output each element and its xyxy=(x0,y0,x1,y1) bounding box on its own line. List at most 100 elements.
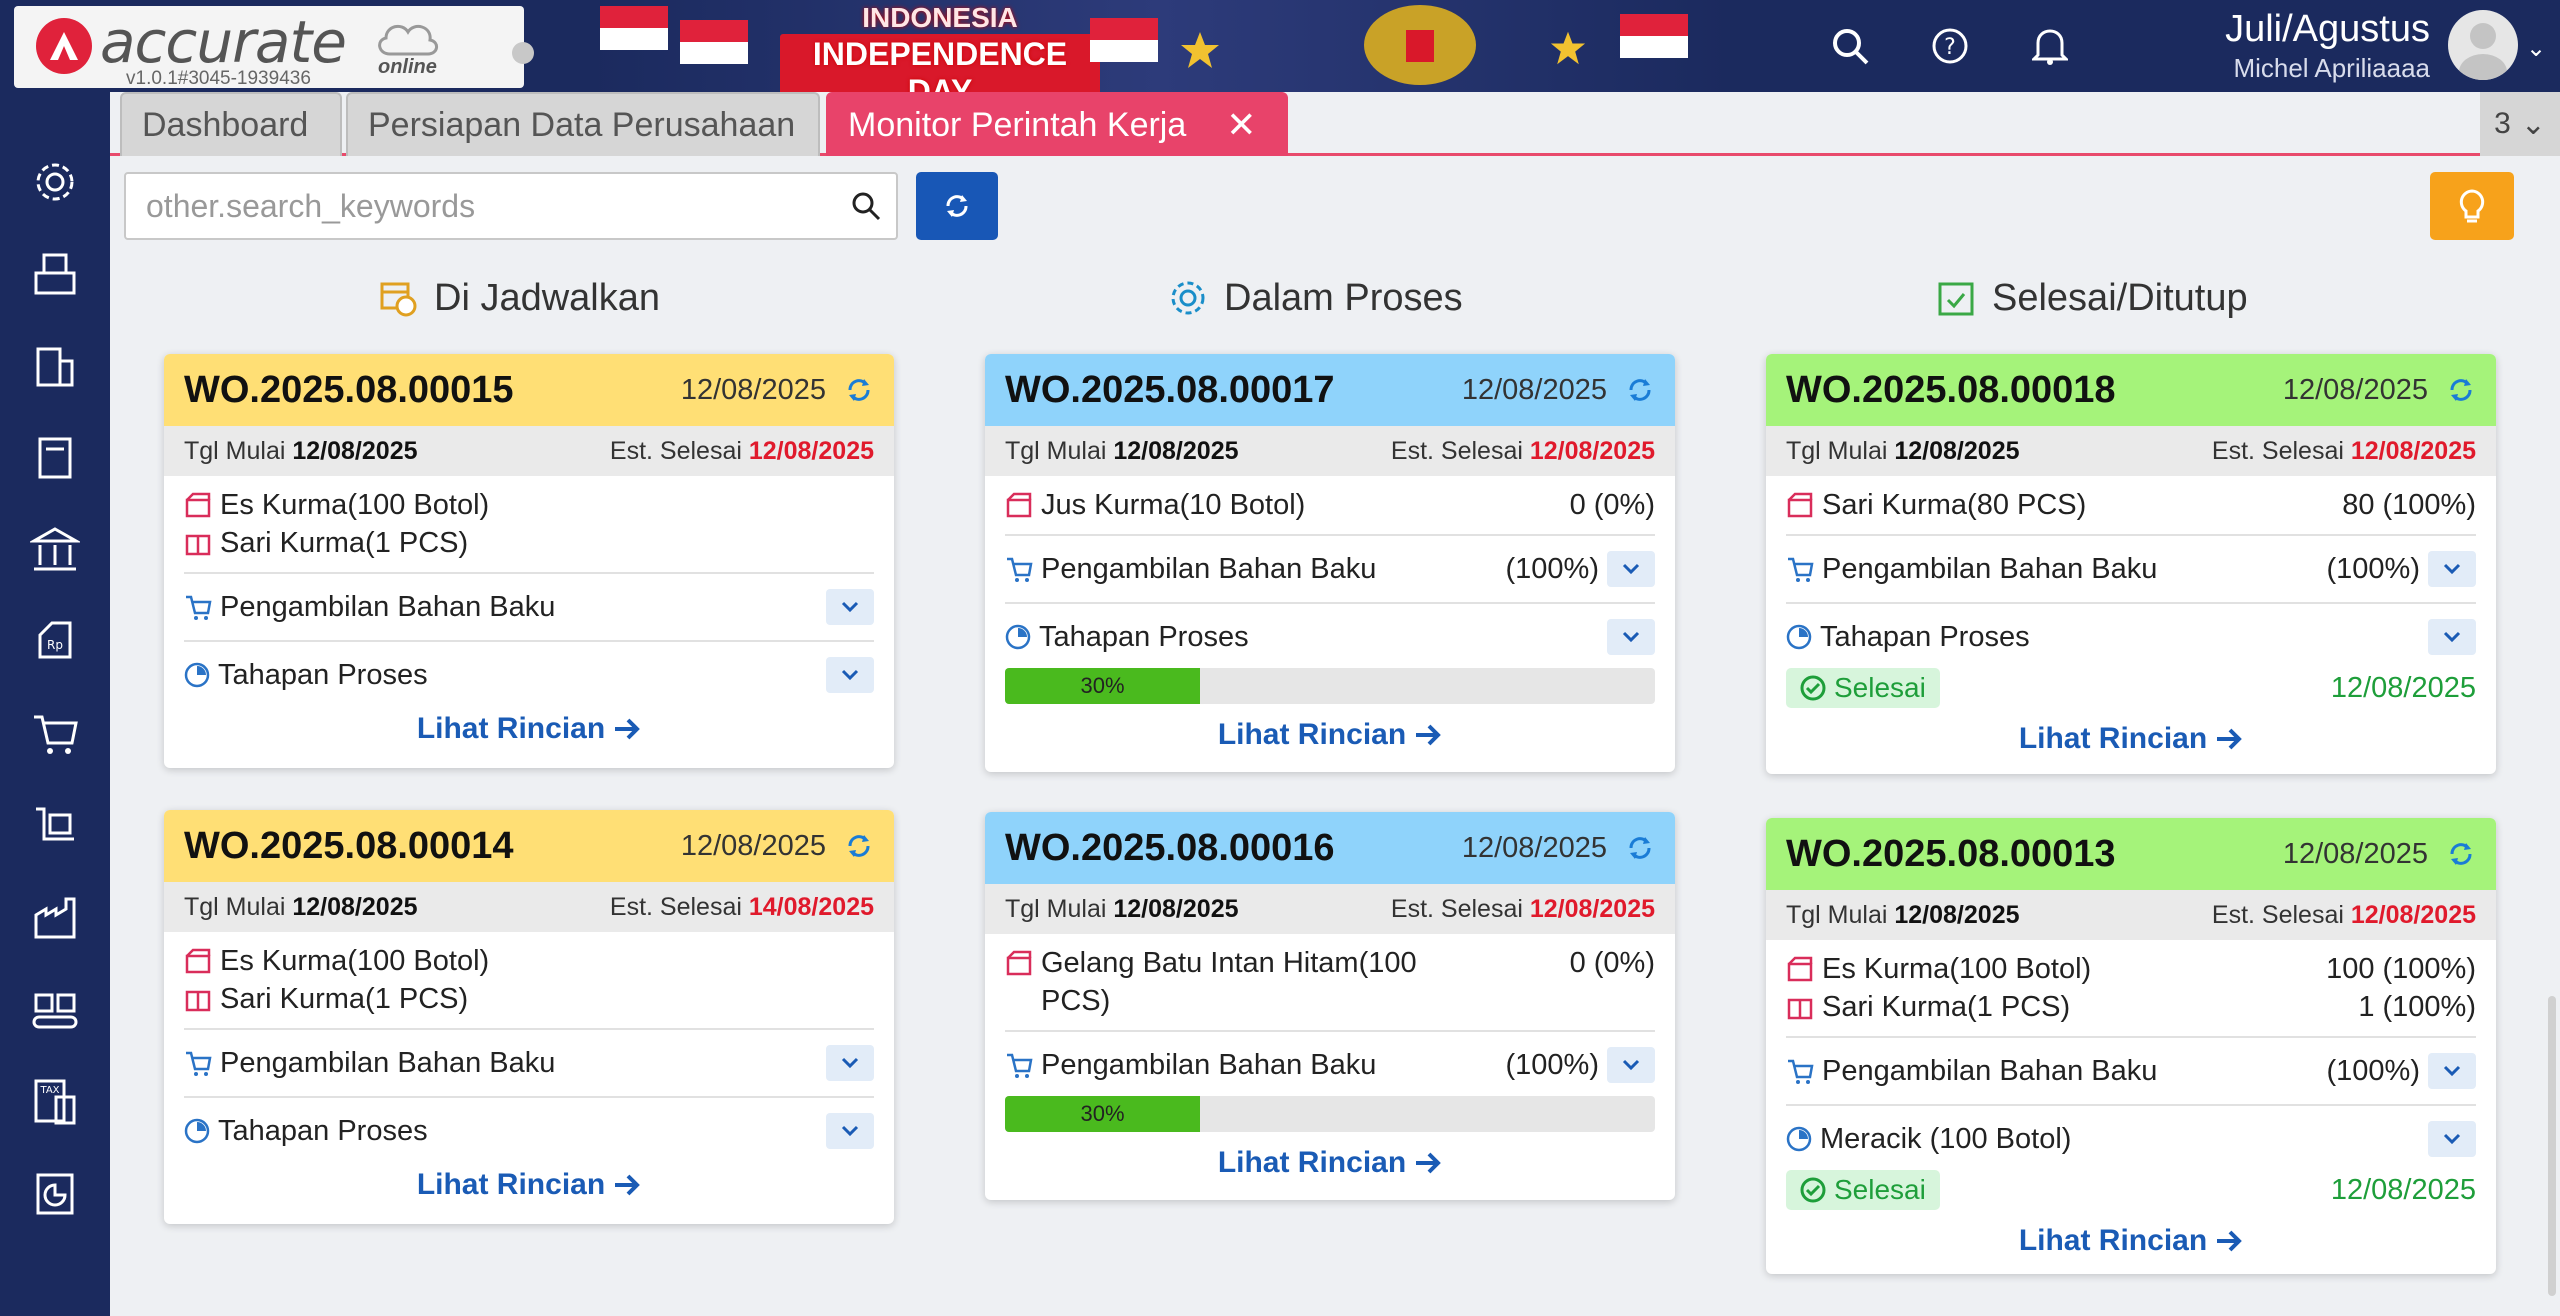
date-row: Tgl Mulai 12/08/2025 Est. Selesai 12/08/… xyxy=(1766,890,2496,940)
sidebar-ledger-icon[interactable] xyxy=(25,428,85,488)
help-icon[interactable]: ? xyxy=(1926,22,1974,70)
tab-counter[interactable]: 3 ⌄ xyxy=(2480,92,2560,156)
wo-number[interactable]: WO.2025.08.00016 xyxy=(1005,826,1335,869)
expand-material-button[interactable] xyxy=(1607,1047,1655,1083)
expand-process-button[interactable] xyxy=(2428,619,2476,655)
chevron-down-icon[interactable]: ⌄ xyxy=(2526,35,2547,62)
chevron-down-icon xyxy=(2443,1133,2461,1145)
search-icon[interactable] xyxy=(1826,22,1874,70)
wo-number[interactable]: WO.2025.08.00014 xyxy=(184,824,514,867)
product-qty: 1 (100%) xyxy=(2358,991,2476,1023)
process-step-label: Meracik (100 Botol) xyxy=(1820,1122,2072,1155)
check-circle-icon xyxy=(1800,675,1826,701)
wo-number[interactable]: WO.2025.08.00015 xyxy=(184,368,514,411)
sidebar-conveyor-icon[interactable] xyxy=(25,980,85,1040)
sidebar-shipping-icon[interactable] xyxy=(25,796,85,856)
arrow-right-icon xyxy=(2217,1230,2243,1252)
tab-persiapan-data[interactable]: Persiapan Data Perusahaan xyxy=(346,92,820,156)
cart-icon xyxy=(186,595,212,620)
search-input[interactable] xyxy=(126,187,836,225)
sidebar-fax-icon[interactable] xyxy=(25,244,85,304)
tab-dashboard[interactable]: Dashboard xyxy=(120,92,342,156)
sidebar-tax-icon[interactable]: TAX xyxy=(25,1072,85,1132)
start-date: 12/08/2025 xyxy=(292,892,418,921)
cart-icon xyxy=(1788,557,1814,582)
sidebar-price-tag-icon[interactable]: Rp xyxy=(25,612,85,672)
sidebar-report-icon[interactable] xyxy=(25,1164,85,1224)
expand-material-button[interactable] xyxy=(1607,551,1655,587)
expand-material-button[interactable] xyxy=(2428,1053,2476,1089)
process-icon xyxy=(1786,624,1812,650)
product-name: Gelang Batu Intan Hitam(100 PCS) xyxy=(1041,947,1417,1017)
detail-link[interactable]: Lihat Rincian xyxy=(184,1168,874,1202)
start-label: Tgl Mulai xyxy=(1005,436,1107,465)
cart-icon xyxy=(1007,557,1033,582)
material-row: Pengambilan Bahan Baku (100%) xyxy=(1786,1048,2476,1094)
refresh-icon[interactable] xyxy=(844,831,874,861)
fiscal-period: Juli/Agustus xyxy=(2225,8,2430,50)
arrow-right-icon xyxy=(2217,728,2243,750)
expand-material-button[interactable] xyxy=(826,1045,874,1081)
sidebar-bank-icon[interactable] xyxy=(25,520,85,580)
product-box-icon xyxy=(1787,492,1813,518)
expand-process-button[interactable] xyxy=(1607,619,1655,655)
detail-link[interactable]: Lihat Rincian xyxy=(1005,1146,1655,1180)
expand-material-button[interactable] xyxy=(826,589,874,625)
refresh-icon[interactable] xyxy=(1625,833,1655,863)
package-icon xyxy=(185,990,211,1012)
expand-process-button[interactable] xyxy=(826,657,874,693)
start-label: Tgl Mulai xyxy=(184,436,286,465)
refresh-icon[interactable] xyxy=(2446,375,2476,405)
product-line: Gelang Batu Intan Hitam(100 PCS) 0 (0%) xyxy=(1005,944,1655,1020)
est-label: Est. Selesai xyxy=(2211,900,2344,929)
refresh-icon[interactable] xyxy=(844,375,874,405)
tips-button[interactable] xyxy=(2430,172,2514,240)
wo-number[interactable]: WO.2025.08.00013 xyxy=(1786,832,2116,875)
banner-line2: INDEPENDENCE DAY xyxy=(780,34,1100,92)
expand-material-button[interactable] xyxy=(2428,551,2476,587)
detail-link[interactable]: Lihat Rincian xyxy=(1786,722,2476,756)
search-icon[interactable] xyxy=(836,176,896,236)
tab-monitor-perintah-kerja[interactable]: Monitor Perintah Kerja ✕ xyxy=(826,92,1288,156)
wo-number[interactable]: WO.2025.08.00018 xyxy=(1786,368,2116,411)
material-row: Pengambilan Bahan Baku (100%) xyxy=(1786,546,2476,592)
sidebar-factory-icon[interactable] xyxy=(25,888,85,948)
column-header-scheduled: Di Jadwalkan xyxy=(378,270,660,326)
wo-date: 12/08/2025 xyxy=(2282,837,2428,870)
product-line: Es Kurma(100 Botol) xyxy=(184,942,874,980)
done-row: Selesai 12/08/2025 xyxy=(1786,668,2476,708)
wo-number[interactable]: WO.2025.08.00017 xyxy=(1005,368,1335,411)
app-logo[interactable]: accurate online v1.0.1#3045-1939436 xyxy=(14,6,534,89)
bell-icon[interactable] xyxy=(2026,22,2074,70)
detail-link[interactable]: Lihat Rincian xyxy=(1786,1224,2476,1258)
start-date: 12/08/2025 xyxy=(1113,436,1239,465)
avatar[interactable] xyxy=(2448,10,2518,80)
detail-label: Lihat Rincian xyxy=(416,712,606,745)
process-row: Tahapan Proses xyxy=(1005,614,1655,660)
logo-online: online xyxy=(378,56,437,78)
material-pct: (100%) xyxy=(2326,1054,2421,1087)
detail-link[interactable]: Lihat Rincian xyxy=(1005,718,1655,752)
refresh-button[interactable] xyxy=(916,172,998,240)
process-icon xyxy=(184,662,210,688)
scrollbar[interactable] xyxy=(2548,996,2556,1296)
expand-process-button[interactable] xyxy=(2428,1121,2476,1157)
product-qty: 100 (100%) xyxy=(2326,953,2476,985)
sidebar-company-icon[interactable] xyxy=(25,336,85,396)
refresh-icon[interactable] xyxy=(1625,375,1655,405)
expand-process-button[interactable] xyxy=(826,1113,874,1149)
refresh-icon[interactable] xyxy=(2446,839,2476,869)
material-label: Pengambilan Bahan Baku xyxy=(1822,1054,2158,1087)
sidebar-cart-icon[interactable] xyxy=(25,704,85,764)
close-icon[interactable]: ✕ xyxy=(1226,104,1257,145)
user-info[interactable]: Juli/Agustus Michel Apriliaaaa xyxy=(2210,8,2430,84)
process-label: Tahapan Proses xyxy=(218,658,428,691)
product-qty: 0 (0%) xyxy=(1569,947,1655,979)
est-date: 12/08/2025 xyxy=(2350,436,2476,465)
column-title: Dalam Proses xyxy=(1224,276,1463,319)
cart-icon xyxy=(186,1051,212,1076)
flag-icon xyxy=(680,20,748,64)
material-label: Pengambilan Bahan Baku xyxy=(1822,552,2158,585)
sidebar-settings-icon[interactable] xyxy=(25,152,85,212)
detail-link[interactable]: Lihat Rincian xyxy=(184,712,874,746)
